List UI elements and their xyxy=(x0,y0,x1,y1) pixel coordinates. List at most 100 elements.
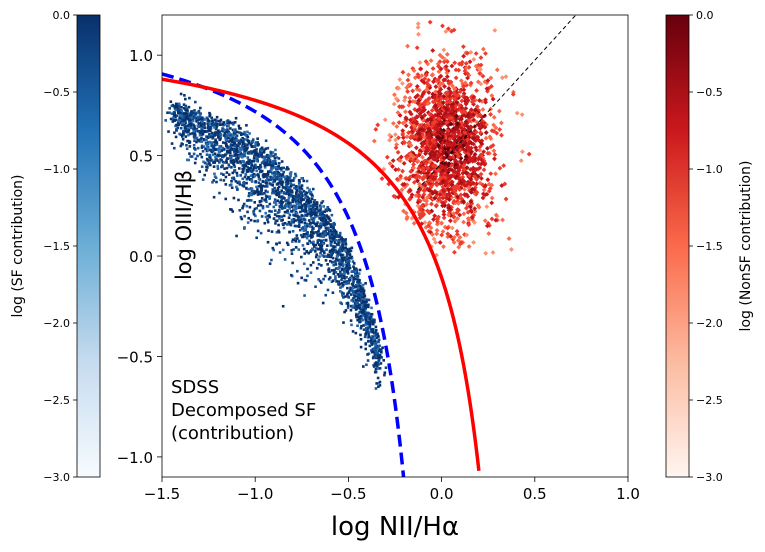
sf-point xyxy=(216,119,220,123)
nonsf-point xyxy=(420,91,426,97)
sf-point xyxy=(238,180,241,184)
sf-point xyxy=(266,240,270,244)
sf-point xyxy=(344,269,348,273)
sf-point xyxy=(224,136,227,139)
sf-point xyxy=(196,146,200,150)
sf-point xyxy=(358,284,362,288)
nonsf-point xyxy=(422,182,428,188)
sf-point xyxy=(283,204,287,208)
sf-point xyxy=(330,233,334,236)
nonsf-point xyxy=(440,200,446,206)
nonsf-point xyxy=(447,93,452,99)
nonsf-point xyxy=(433,89,439,95)
sf-point xyxy=(357,283,361,287)
sf-point xyxy=(309,263,313,267)
nonsf-point xyxy=(431,217,436,222)
sf-point xyxy=(332,222,335,226)
sf-point xyxy=(187,105,191,109)
sf-point xyxy=(306,186,309,190)
sf-point xyxy=(226,121,230,125)
sf-point xyxy=(243,147,247,151)
sf-point xyxy=(310,247,314,251)
nonsf-point xyxy=(433,84,439,90)
sf-point xyxy=(202,137,206,141)
sf-point xyxy=(262,159,266,163)
sf-point xyxy=(182,116,185,119)
sf-point xyxy=(296,269,299,273)
sf-point xyxy=(355,293,359,296)
sf-point xyxy=(224,183,228,186)
sf-point xyxy=(246,210,249,214)
nonsf-point xyxy=(428,58,434,64)
sf-point xyxy=(355,268,359,272)
nonsf-point xyxy=(482,192,488,198)
sf-point xyxy=(205,130,209,133)
nonsf-point xyxy=(478,55,484,61)
sf-point xyxy=(340,291,344,294)
sf-point xyxy=(343,249,347,252)
sf-point xyxy=(332,245,336,249)
sf-point xyxy=(359,281,362,285)
nonsf-point xyxy=(462,140,468,146)
sf-point xyxy=(307,201,311,204)
sf-point xyxy=(215,141,219,144)
nonsf-point xyxy=(405,43,411,49)
nonsf-point xyxy=(415,21,421,27)
sf-point xyxy=(340,253,344,257)
nonsf-point xyxy=(467,157,472,163)
nonsf-point xyxy=(445,231,451,237)
sf-point xyxy=(272,217,276,220)
sf-point xyxy=(185,147,189,151)
sf-point xyxy=(269,163,272,167)
nonsf-point xyxy=(418,66,424,72)
nonsf-point xyxy=(379,176,385,182)
nonsf-point xyxy=(462,186,467,192)
sf-point xyxy=(341,294,344,297)
sf-point xyxy=(302,262,306,266)
sf-point xyxy=(285,166,289,169)
sf-point xyxy=(371,320,374,323)
sf-point xyxy=(219,158,222,161)
sf-point xyxy=(379,362,383,365)
left-colorbar-label: log (SF contribution) xyxy=(10,175,26,318)
nonsf-point xyxy=(489,93,495,99)
sf-point xyxy=(255,185,258,189)
sf-point xyxy=(309,190,313,194)
nonsf-point xyxy=(468,107,474,113)
sf-point xyxy=(318,279,322,283)
nonsf-point xyxy=(451,130,457,136)
sf-point xyxy=(196,117,199,121)
sf-point xyxy=(344,267,348,270)
sf-point xyxy=(292,176,296,180)
sf-point xyxy=(213,118,217,122)
sf-point xyxy=(348,289,351,293)
sf-point xyxy=(236,155,240,158)
sf-point xyxy=(290,205,294,209)
sf-point xyxy=(281,186,285,189)
x-tick-label: −0.5 xyxy=(330,485,366,503)
sf-point xyxy=(221,164,224,168)
sf-point xyxy=(354,273,357,277)
sf-point xyxy=(298,196,302,200)
y-tick-label: −1.0 xyxy=(117,449,153,467)
sf-point xyxy=(377,349,381,353)
nonsf-point xyxy=(403,109,408,115)
sf-point xyxy=(188,119,191,123)
sf-point xyxy=(312,240,315,244)
sf-point xyxy=(350,299,353,302)
sf-point xyxy=(255,159,258,163)
sf-point xyxy=(232,177,236,181)
nonsf-point xyxy=(465,201,471,207)
sf-point xyxy=(178,112,182,115)
sf-point xyxy=(190,115,193,119)
sf-point xyxy=(253,201,256,204)
sf-point xyxy=(306,204,310,208)
sf-point xyxy=(357,272,361,275)
sf-point xyxy=(313,208,316,212)
nonsf-point xyxy=(452,189,457,195)
sf-point xyxy=(170,104,174,108)
sf-point xyxy=(327,222,330,225)
sf-point xyxy=(194,100,197,104)
sf-point xyxy=(329,255,333,259)
sf-point xyxy=(259,183,262,186)
